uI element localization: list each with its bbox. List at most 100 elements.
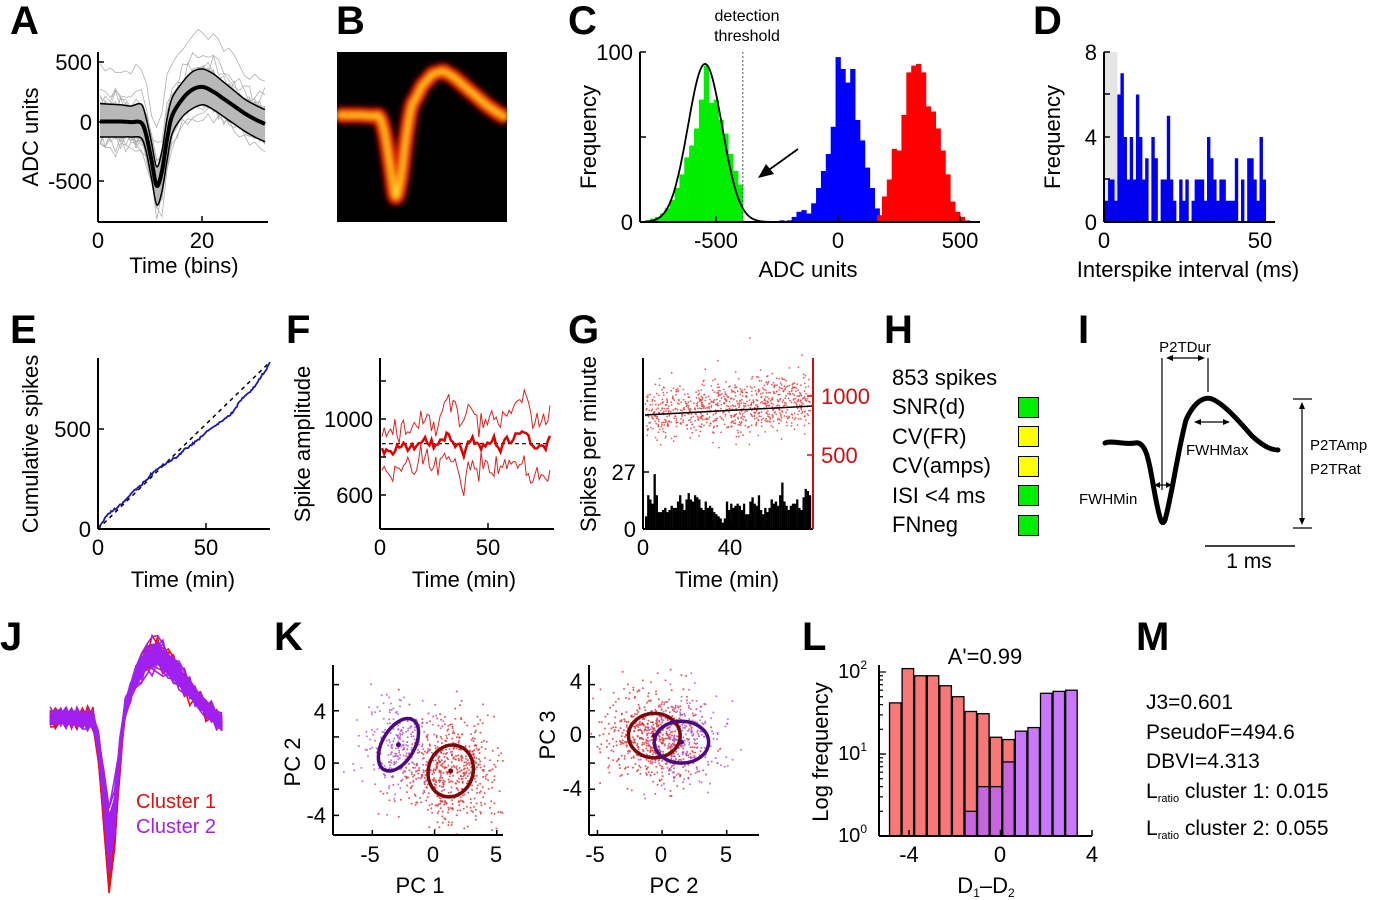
isi-bar: [1139, 137, 1143, 222]
amplitude-point: [783, 415, 786, 417]
pc-point: [662, 710, 665, 713]
pc-point: [620, 754, 623, 757]
amplitude-point: [687, 406, 690, 409]
pc-point: [370, 711, 373, 714]
amplitude-point: [801, 397, 804, 400]
rate-bar: [685, 499, 688, 529]
amplitude-point: [801, 354, 803, 356]
histogram-bar: [659, 213, 666, 222]
amplitude-point: [744, 405, 747, 407]
amplitude-point: [712, 400, 715, 403]
y-tick-label: -500: [48, 169, 92, 194]
amplitude-point: [723, 402, 726, 404]
pc-point: [688, 702, 691, 704]
pc-point: [650, 725, 653, 728]
pc-point: [675, 735, 678, 738]
pc-point: [696, 768, 699, 770]
pc-point: [619, 767, 622, 770]
y-axis-label: PC 2: [280, 738, 305, 787]
amplitude-point: [740, 410, 743, 412]
amplitude-point: [778, 386, 781, 389]
log-histogram-bar: [989, 785, 1003, 837]
amplitude-point: [808, 378, 810, 381]
rate-bar: [798, 507, 801, 529]
status-indicator-green: [1018, 396, 1039, 418]
pc-point: [440, 718, 443, 721]
amplitude-point: [655, 422, 658, 425]
pc-point: [466, 759, 469, 762]
x-tick-label: 0: [1098, 228, 1110, 253]
pc-point: [693, 682, 696, 684]
amplitude-point: [734, 419, 737, 422]
histogram-bar: [850, 69, 856, 222]
amplitude-point: [664, 437, 667, 439]
pc-point: [425, 799, 428, 802]
amplitude-point: [658, 377, 661, 380]
x-tick-label: 4: [1086, 842, 1098, 867]
pc-point: [441, 790, 443, 792]
amplitude-point: [797, 417, 800, 420]
pc-point: [632, 766, 634, 769]
amplitude-point: [714, 412, 717, 415]
pc-point: [389, 764, 391, 767]
pc-point: [390, 759, 393, 762]
amplitude-point: [675, 420, 678, 422]
pc-point: [474, 780, 477, 783]
double-arrow-icon: [1166, 355, 1205, 361]
log-histogram-bar: [976, 785, 990, 837]
pc-point: [373, 768, 376, 771]
pc-point: [460, 778, 463, 781]
amplitude-point: [778, 422, 780, 425]
y-axis-label: Spike amplitude: [290, 366, 315, 523]
pc-point: [459, 796, 462, 799]
pc-point: [620, 773, 623, 776]
pc-point: [442, 720, 445, 723]
pc-point: [688, 728, 691, 731]
pc-point: [683, 712, 686, 715]
amplitude-point: [661, 423, 663, 426]
pc-point: [451, 799, 453, 802]
pc-point: [408, 752, 410, 755]
pc-point: [498, 790, 501, 793]
pc-point: [399, 754, 402, 756]
pc-point: [475, 766, 478, 769]
rate-bar: [742, 503, 746, 529]
pc-point: [679, 708, 682, 711]
pc-point: [620, 719, 623, 721]
pc-point: [650, 738, 653, 741]
pc-point: [639, 720, 641, 723]
pc-point: [409, 726, 412, 729]
pc-point: [392, 755, 395, 758]
pc-point: [673, 738, 676, 741]
pc-point: [447, 808, 450, 811]
metric-pseudof: PseudoF=494.6: [1146, 720, 1295, 744]
amplitude-point: [645, 409, 648, 411]
amplitude-point: [777, 393, 780, 396]
amplitude-point: [762, 402, 764, 405]
pc-point: [617, 697, 620, 700]
pc-point: [455, 747, 458, 750]
pc-point: [627, 752, 630, 755]
amplitude-point: [749, 337, 751, 339]
y-tick-label: 0: [621, 210, 633, 235]
amplitude-point: [669, 410, 672, 413]
x-tick-label: 50: [194, 535, 218, 560]
pc-point: [415, 764, 418, 767]
amplitude-point: [699, 407, 701, 410]
pc-point: [482, 775, 484, 778]
amplitude-point: [688, 396, 691, 399]
amplitude-point: [700, 416, 703, 418]
pc-point: [442, 783, 445, 786]
rate-bar: [721, 522, 724, 529]
amplitude-point: [756, 404, 759, 406]
pc-point: [637, 729, 640, 732]
pc-point: [610, 727, 613, 730]
pc-point: [471, 750, 474, 753]
pc-point: [462, 801, 465, 804]
pc-point: [658, 719, 661, 722]
amplitude-point: [760, 396, 763, 398]
pc-point: [472, 740, 475, 742]
amplitude-point: [716, 404, 719, 407]
pc-point: [661, 759, 664, 762]
pc-point: [393, 797, 396, 800]
